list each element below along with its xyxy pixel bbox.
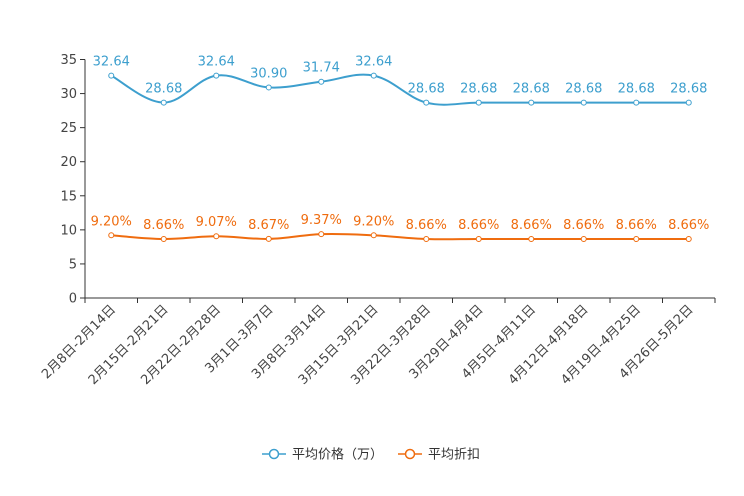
data-point[interactable] [633,99,640,106]
y-tick-label: 25 [60,121,77,136]
y-tick-label: 0 [69,292,77,307]
data-label: 32.64 [198,55,235,70]
y-tick-label: 5 [69,257,77,272]
data-label: 9.37% [301,213,342,228]
data-label: 8.66% [616,218,657,233]
data-label: 28.68 [145,82,182,97]
data-label: 8.66% [511,218,552,233]
data-label: 31.74 [303,61,340,76]
data-point[interactable] [475,99,482,106]
legend-marker-icon [268,448,280,460]
data-label: 9.20% [91,214,132,229]
data-point[interactable] [318,231,325,238]
data-point[interactable] [265,235,272,242]
data-point[interactable] [213,233,220,240]
data-label: 9.07% [196,215,237,230]
data-label: 28.68 [513,82,550,97]
data-label: 28.68 [670,82,707,97]
data-point[interactable] [108,72,115,79]
data-point[interactable] [160,99,167,106]
series-2: 9.20% 8.66% 9.07% 8.67% 9.37% 9.20% 8.66% 8.66%… [91,213,709,242]
data-point[interactable] [633,235,640,242]
y-tick-label: 30 [60,87,77,102]
data-label: 8.66% [563,218,604,233]
data-point[interactable] [370,232,377,239]
data-point[interactable] [108,232,115,239]
data-point[interactable] [475,235,482,242]
series-line [111,232,689,241]
data-label: 8.66% [458,218,499,233]
data-point[interactable] [160,235,167,242]
data-label: 8.66% [406,218,447,233]
data-point[interactable] [580,99,587,106]
y-tick-label: 20 [60,155,77,170]
data-point[interactable] [580,235,587,242]
series-1: 32.64 28.68 32.64 30.90 31.74 32.64 28.68 28.68… [93,55,707,106]
y-tick-label: 10 [60,223,77,238]
data-point[interactable] [685,99,692,106]
data-point[interactable] [528,99,535,106]
data-label: 8.66% [143,218,184,233]
series-lines: 32.64 28.68 32.64 30.90 31.74 32.64 28.68 28.68… [91,55,709,242]
data-label: 28.68 [408,82,445,97]
data-point[interactable] [423,99,430,106]
legend[interactable]: 平均价格（万） 平均折扣 [262,447,480,463]
data-point[interactable] [528,235,535,242]
data-point[interactable] [685,235,692,242]
legend-label: 平均折扣 [428,448,480,463]
legend-item-2[interactable]: 平均折扣 [398,448,480,463]
legend-label: 平均价格（万） [292,447,383,463]
data-label: 28.68 [618,82,655,97]
legend-item-1[interactable]: 平均价格（万） [262,447,383,463]
data-point[interactable] [423,235,430,242]
data-point[interactable] [265,84,272,91]
data-label: 32.64 [355,55,392,70]
data-point[interactable] [213,72,220,79]
data-label: 8.66% [668,218,709,233]
data-label: 8.67% [248,218,289,233]
data-label: 28.68 [460,82,497,97]
y-tick-label: 15 [60,189,77,204]
data-label: 28.68 [565,82,602,97]
data-point[interactable] [318,78,325,85]
data-label: 30.90 [250,66,287,81]
data-label: 32.64 [93,55,130,70]
legend-marker-icon [404,448,416,460]
y-tick-label: 35 [60,53,77,68]
data-label: 9.20% [353,214,394,229]
series-line [110,73,689,106]
data-point[interactable] [370,72,377,79]
